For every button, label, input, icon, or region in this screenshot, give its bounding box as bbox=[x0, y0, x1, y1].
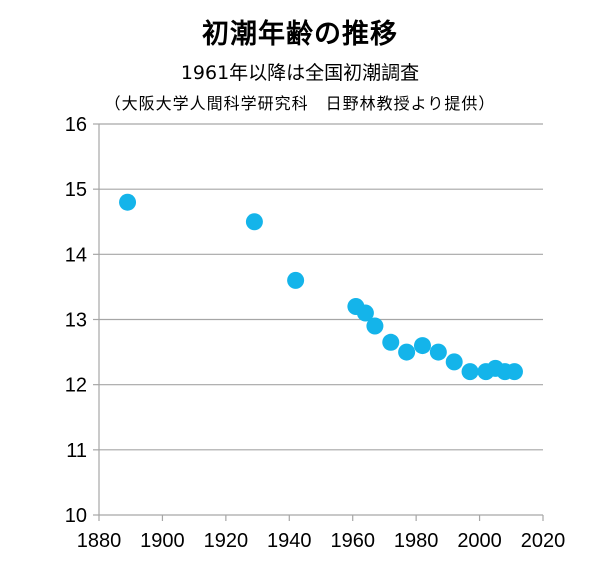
data-points bbox=[119, 193, 523, 381]
data-point bbox=[245, 213, 263, 231]
data-point bbox=[119, 193, 137, 211]
data-point bbox=[287, 271, 305, 289]
x-tick-label: 2020 bbox=[521, 530, 566, 552]
data-point bbox=[445, 353, 463, 371]
y-tick-label: 10 bbox=[65, 505, 87, 527]
gridlines bbox=[99, 123, 543, 451]
x-tick-label: 1920 bbox=[204, 530, 249, 552]
data-point bbox=[356, 304, 374, 322]
y-tick-labels: 10 11 12 13 14 15 16 bbox=[65, 114, 87, 527]
y-tick-label: 11 bbox=[66, 440, 87, 462]
data-point bbox=[398, 343, 416, 361]
data-point bbox=[429, 343, 447, 361]
x-tick-labels: 1880 1900 1920 1940 1960 1980 2000 2020 bbox=[77, 530, 566, 552]
x-tick-label: 2000 bbox=[457, 530, 502, 552]
data-point bbox=[382, 333, 400, 351]
y-tick-label: 12 bbox=[65, 375, 87, 397]
chart-title: 初潮年齢の推移 bbox=[202, 19, 398, 50]
data-point bbox=[505, 363, 523, 381]
x-tick-label: 1980 bbox=[394, 530, 439, 552]
x-tick-label: 1940 bbox=[267, 530, 312, 552]
data-point bbox=[366, 317, 384, 335]
y-tick-label: 14 bbox=[65, 244, 87, 266]
x-tick-label: 1960 bbox=[330, 530, 375, 552]
y-tick-label: 16 bbox=[65, 114, 87, 136]
data-point bbox=[461, 363, 479, 381]
data-point bbox=[413, 337, 431, 355]
y-tick-label: 13 bbox=[65, 310, 87, 332]
chart-subtitle: 1961年以降は全国初潮調査 bbox=[180, 62, 420, 84]
chart-source-note: （大阪大学人間科学研究科 日野林教授より提供） bbox=[104, 94, 496, 113]
axes bbox=[93, 123, 544, 521]
y-tick-label: 15 bbox=[65, 179, 87, 201]
x-tick-label: 1900 bbox=[140, 530, 185, 552]
x-tick-label: 1880 bbox=[77, 530, 122, 552]
